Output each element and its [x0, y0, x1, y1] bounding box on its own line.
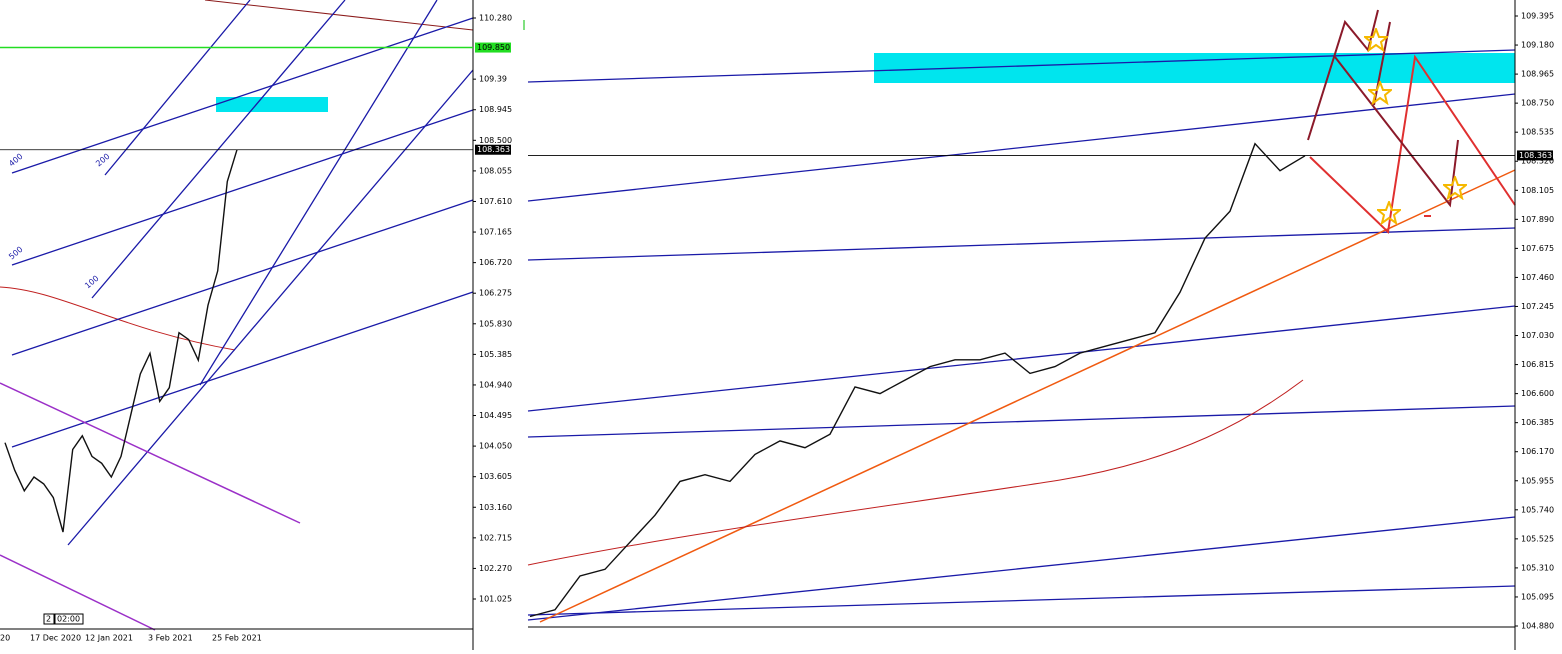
y-tick-label: 103.160: [479, 503, 512, 512]
y-tick-label: 107.890: [1521, 215, 1554, 224]
projection: [1373, 21, 1391, 106]
zone: [874, 53, 1515, 83]
x-tick-label: 17 Dec 2020: [30, 634, 81, 643]
x-tick-label: 25 Feb 2021: [212, 634, 262, 643]
projection: [1309, 54, 1516, 235]
y-tick-label: 108.945: [479, 105, 512, 114]
y-tick-label: 105.310: [1521, 563, 1554, 572]
y-tick-label: 106.600: [1521, 389, 1554, 398]
trend-line: [539, 169, 1516, 623]
y-tick-label: 105.385: [479, 350, 512, 359]
y-tick-label: 103.605: [479, 472, 512, 481]
moving-average: [527, 379, 1304, 566]
y-tick-label: 106.170: [1521, 447, 1554, 456]
projection: [1307, 9, 1379, 141]
trend-line: [527, 516, 1516, 621]
y-tick-label: 105.830: [479, 319, 512, 328]
y-tick-label: 106.815: [1521, 360, 1554, 369]
period-tag: 2: [46, 615, 51, 624]
y-tick-label: 108.320: [1521, 157, 1554, 166]
y-tick-label: 105.955: [1521, 476, 1554, 485]
price-badge: [1517, 150, 1553, 161]
y-tick-label: 104.940: [479, 380, 512, 389]
trend-line: [527, 93, 1516, 202]
trend-line: [104, 0, 251, 176]
y-tick-label: 108.535: [1521, 128, 1554, 137]
projection: [1334, 56, 1459, 208]
trend-line: [11, 109, 474, 266]
trend-line: [527, 305, 1516, 412]
trend-line: [91, 0, 346, 299]
y-tick-label: 108.965: [1521, 70, 1554, 79]
y-tick-label: 104.050: [479, 442, 512, 451]
y-tick-label: 106.385: [1521, 418, 1554, 427]
y-tick-label: 101.025: [479, 595, 512, 604]
y-tick-label: 109.395: [1521, 12, 1554, 21]
x-tick-label: 12 Jan 2021: [85, 634, 133, 643]
level-label: 109.850: [477, 43, 510, 52]
y-tick-label: 105.095: [1521, 592, 1554, 601]
y-tick-label: 106.720: [479, 258, 512, 267]
moving-average: [0, 286, 236, 351]
right-drawings: [523, 9, 1516, 623]
y-tick-label: 107.675: [1521, 244, 1554, 253]
trend-line: [0, 554, 156, 631]
y-tick-label: 102.270: [479, 564, 512, 573]
y-tick-label: 105.740: [1521, 505, 1554, 514]
y-tick-label: 108.500: [479, 136, 512, 145]
trend-line: [67, 69, 474, 546]
trend-line: [527, 405, 1516, 438]
left-drawings: [0, 0, 474, 631]
trend-line: [11, 291, 474, 448]
price-series: [4, 149, 238, 533]
price-label: 108.363: [477, 145, 510, 154]
trend-line: [204, 0, 474, 31]
trend-line: [527, 49, 1516, 83]
y-tick-label: 108.750: [1521, 99, 1554, 108]
y-tick-label: 104.495: [479, 411, 512, 420]
y-tick-label: 107.165: [479, 228, 512, 237]
y-tick-label: 105.525: [1521, 534, 1554, 543]
time-tag: 02:00: [57, 615, 80, 624]
y-tick-label: 107.610: [479, 197, 512, 206]
trend-line: [527, 585, 1516, 616]
x-tick-label: 3 Feb 2021: [148, 634, 193, 643]
y-tick-label: 109.39: [479, 75, 507, 84]
level-badge: [475, 42, 511, 53]
zone: [216, 97, 328, 112]
trend-line: [199, 0, 438, 386]
y-tick-label: 107.460: [1521, 273, 1554, 282]
y-tick-label: 104.880: [1521, 622, 1554, 631]
trend-line: [11, 17, 474, 174]
trend-line: [11, 199, 474, 356]
y-tick-label: 108.055: [479, 166, 512, 175]
y-tick-label: 110.280: [479, 14, 512, 23]
y-tick-label: 109.180: [1521, 41, 1554, 50]
trend-line: [527, 227, 1516, 261]
y-tick-label: 107.030: [1521, 331, 1554, 340]
trend-line: [0, 382, 301, 524]
price-badge: [475, 144, 511, 155]
y-tick-label: 106.275: [479, 289, 512, 298]
x-tick-label: 20: [0, 634, 10, 643]
tag-box: [43, 613, 55, 625]
y-tick-label: 107.245: [1521, 302, 1554, 311]
price-label: 108.363: [1519, 151, 1552, 160]
price-series: [529, 142, 1306, 618]
y-tick-label: 108.105: [1521, 186, 1554, 195]
y-tick-label: 102.715: [479, 533, 512, 542]
tag-box: [54, 613, 84, 625]
